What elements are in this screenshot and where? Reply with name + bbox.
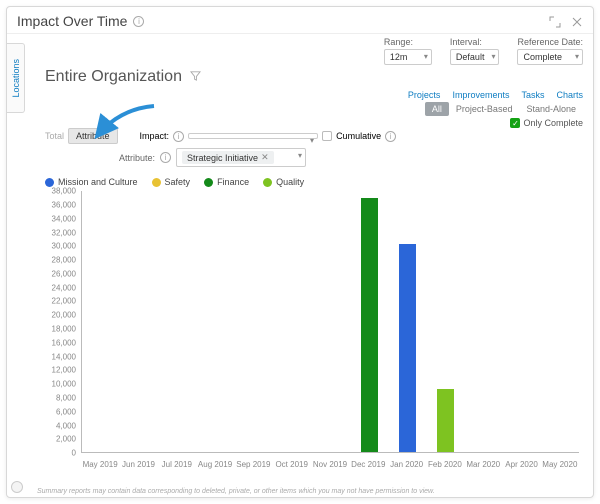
legend-item: Finance xyxy=(204,177,249,187)
settings-gear-icon[interactable] xyxy=(11,481,23,493)
impact-panel: Impact Over Time i Locations Range: 12m … xyxy=(6,6,594,498)
reference-label: Reference Date: xyxy=(517,37,583,47)
interval-select[interactable]: Default xyxy=(450,49,500,65)
scope-project-based[interactable]: Project-Based xyxy=(449,102,520,116)
interval-label: Interval: xyxy=(450,37,500,47)
expand-icon[interactable] xyxy=(549,15,561,27)
cumulative-checkbox[interactable] xyxy=(322,131,332,141)
close-icon[interactable] xyxy=(571,15,583,27)
scope-stand-alone[interactable]: Stand-Alone xyxy=(519,102,583,116)
only-complete-label: Only Complete xyxy=(523,118,583,128)
legend-item: Mission and Culture xyxy=(45,177,138,187)
tab-projects[interactable]: Projects xyxy=(408,90,441,100)
sidebar-label: Locations xyxy=(11,59,21,98)
mode-row: Total Attribute Impact: i Cumulative i xyxy=(45,128,587,144)
tab-links: Projects Improvements Tasks Charts xyxy=(29,90,587,100)
tab-charts[interactable]: Charts xyxy=(556,90,583,100)
panel-title: Impact Over Time xyxy=(17,13,127,29)
panel-header: Impact Over Time i xyxy=(7,7,593,34)
legend-item: Quality xyxy=(263,177,304,187)
only-complete-row: ✓ Only Complete xyxy=(29,118,587,128)
y-axis: 02,0004,0006,0008,00010,00012,00014,0001… xyxy=(45,191,79,453)
chart-legend: Mission and Culture Safety Finance Quality xyxy=(45,177,587,187)
scope-all[interactable]: All xyxy=(425,102,449,116)
filter-icon[interactable] xyxy=(190,70,201,84)
scope-pills: All Project-Based Stand-Alone xyxy=(29,102,587,116)
bar[interactable] xyxy=(399,244,416,452)
x-axis: May 2019Jun 2019Jul 2019Aug 2019Sep 2019… xyxy=(81,455,579,471)
sidebar-locations-tab[interactable]: Locations xyxy=(7,43,25,113)
chart: 02,0004,0006,0008,00010,00012,00014,0001… xyxy=(45,191,579,471)
top-controls: Range: 12m Interval: Default Reference D… xyxy=(29,37,587,65)
attribute-chip: Strategic Initiative ✕ xyxy=(182,151,274,164)
plot-area xyxy=(81,191,579,453)
org-row: Entire Organization xyxy=(45,68,587,86)
org-title: Entire Organization xyxy=(45,68,182,86)
range-select[interactable]: 12m xyxy=(384,49,432,65)
info-icon[interactable]: i xyxy=(133,16,144,27)
attribute-label: Attribute: xyxy=(119,153,155,163)
footer-note: Summary reports may contain data corresp… xyxy=(37,488,583,495)
impact-select[interactable] xyxy=(188,133,318,139)
attribute-row: Attribute: i Strategic Initiative ✕ xyxy=(119,148,587,167)
legend-item: Safety xyxy=(152,177,191,187)
bar[interactable] xyxy=(361,198,378,452)
tab-tasks[interactable]: Tasks xyxy=(521,90,544,100)
attribute-select[interactable]: Strategic Initiative ✕ xyxy=(176,148,306,167)
cumulative-info-icon[interactable]: i xyxy=(385,131,396,142)
mode-total[interactable]: Total xyxy=(45,131,64,141)
bar[interactable] xyxy=(437,389,454,452)
cumulative-label: Cumulative xyxy=(336,131,381,141)
main-area: Range: 12m Interval: Default Reference D… xyxy=(29,37,587,479)
attribute-info-icon[interactable]: i xyxy=(160,152,171,163)
impact-label: Impact: xyxy=(140,131,170,141)
range-label: Range: xyxy=(384,37,432,47)
mode-attribute[interactable]: Attribute xyxy=(68,128,118,144)
reference-select[interactable]: Complete xyxy=(517,49,583,65)
tab-improvements[interactable]: Improvements xyxy=(452,90,509,100)
impact-info-icon[interactable]: i xyxy=(173,131,184,142)
only-complete-checkbox[interactable]: ✓ xyxy=(510,118,520,128)
chip-remove-icon[interactable]: ✕ xyxy=(261,152,269,163)
